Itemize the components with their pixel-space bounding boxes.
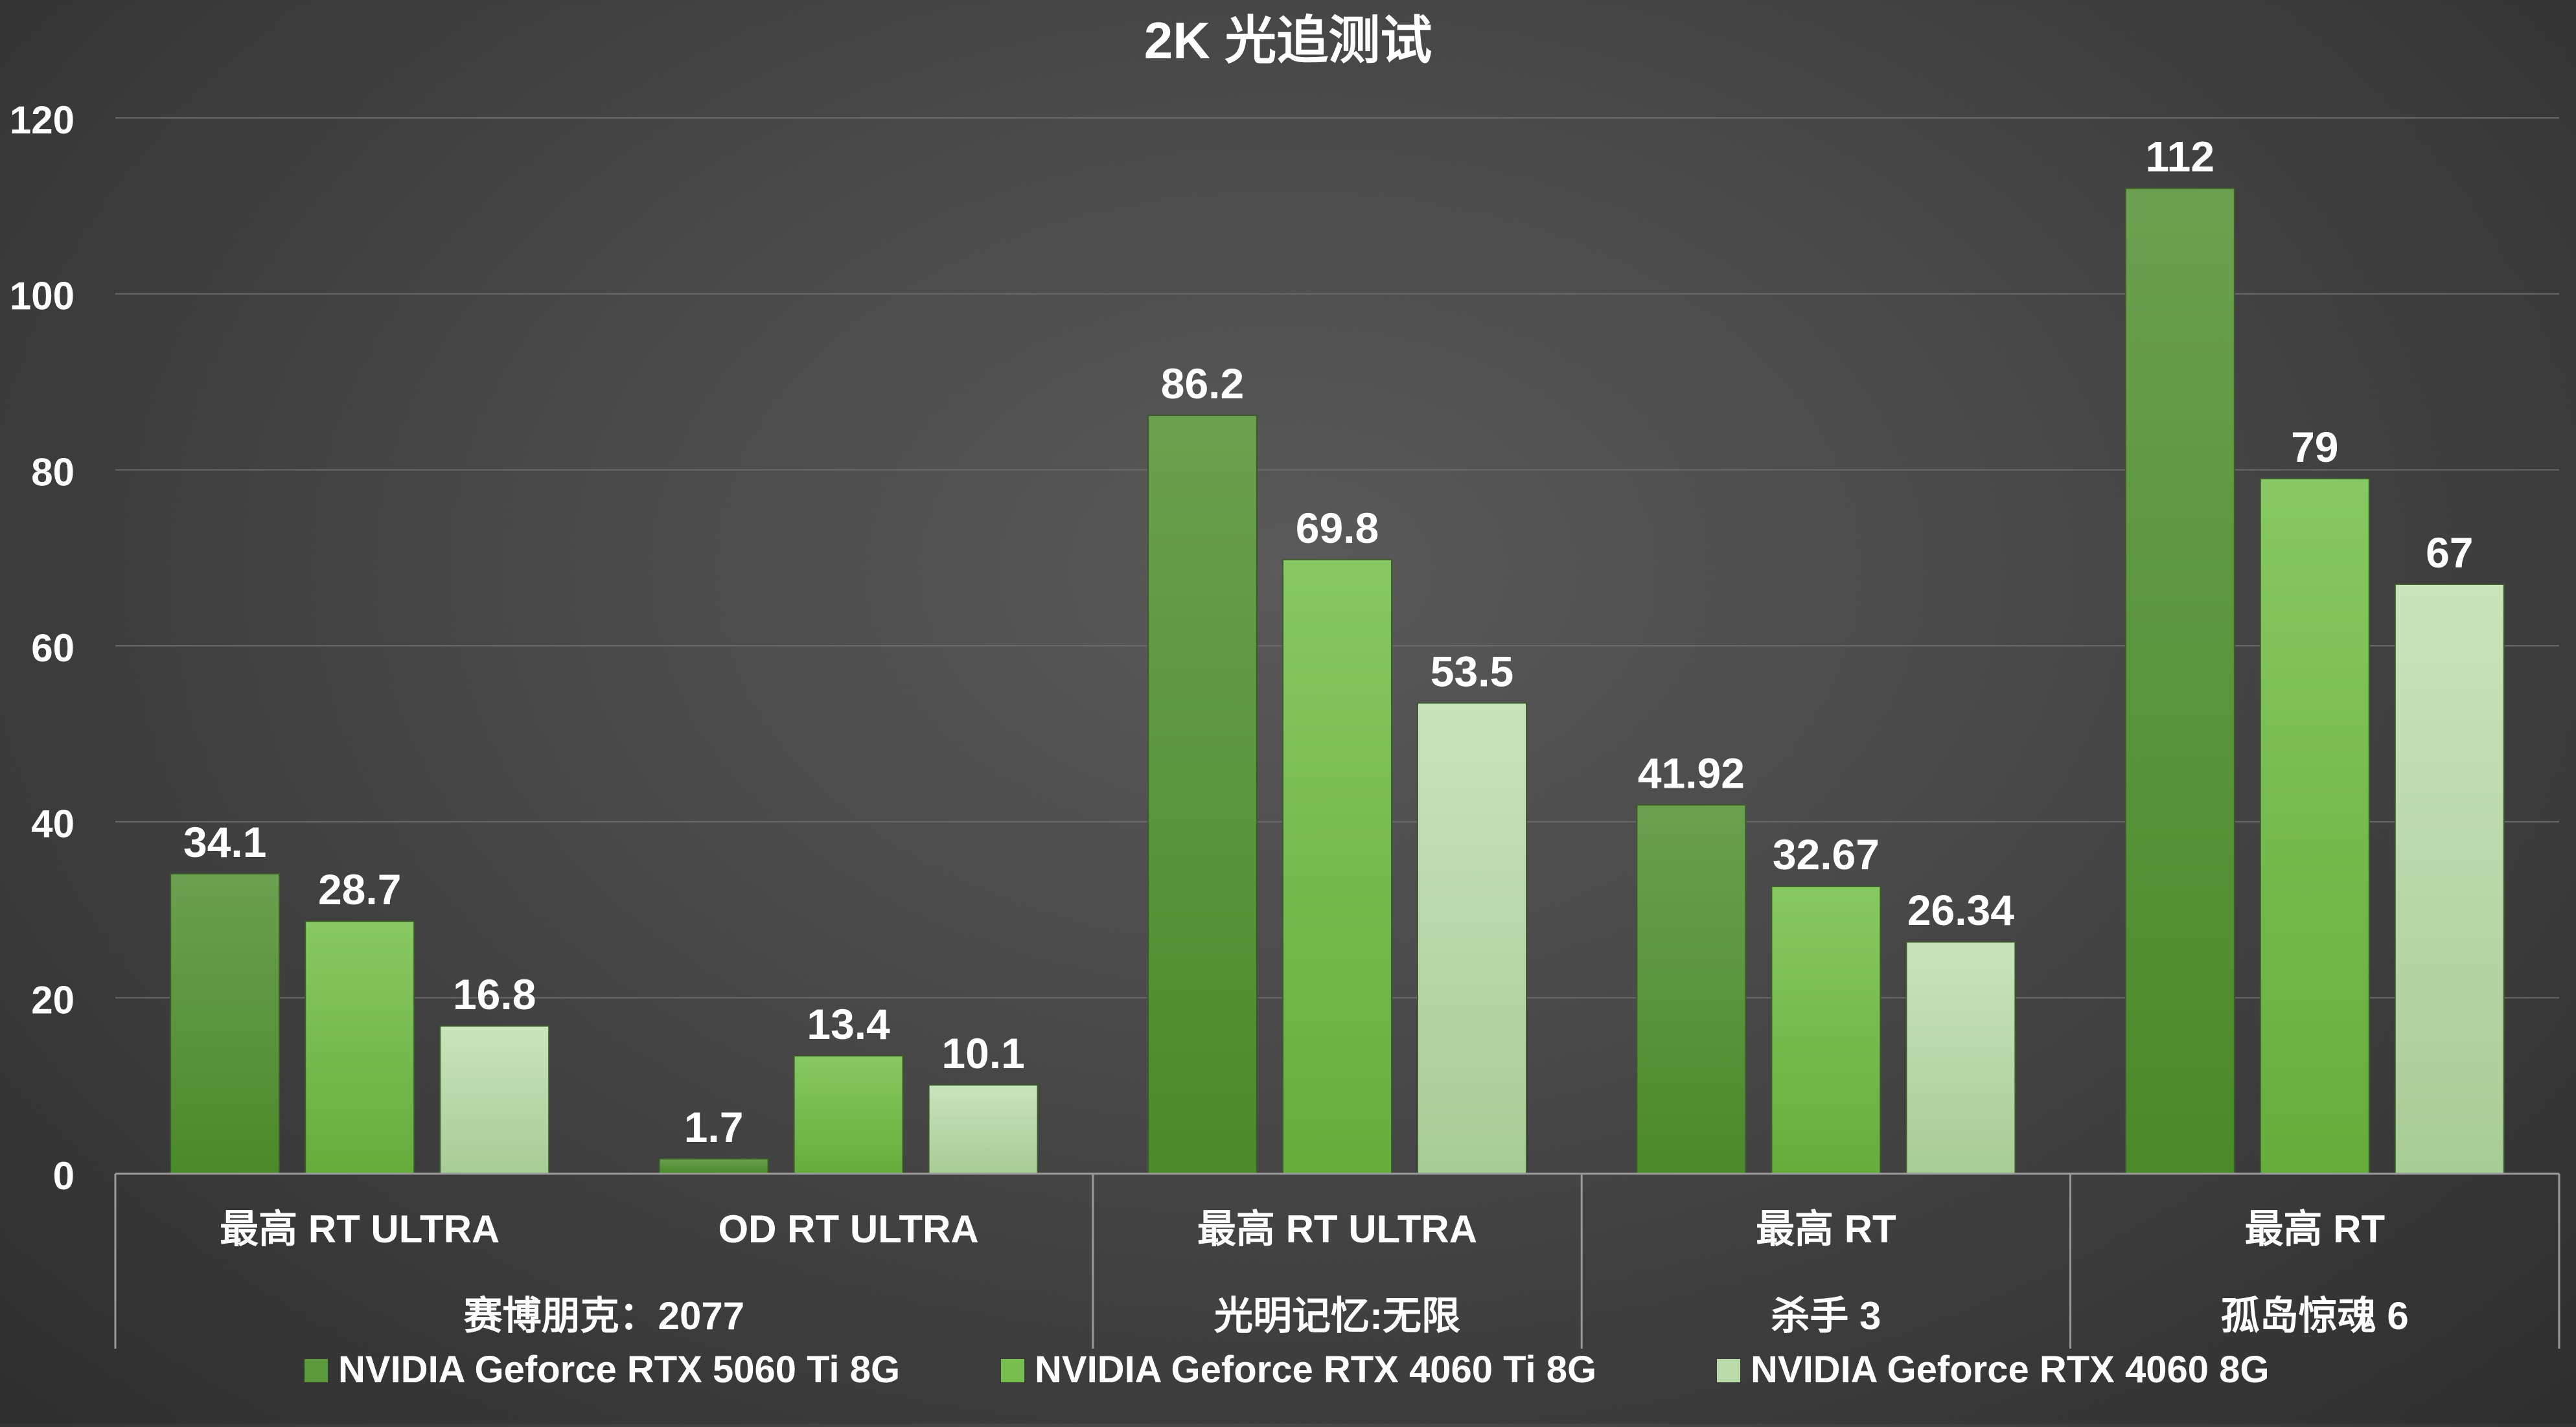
bar (1282, 558, 1392, 1174)
data-label: 13.4 (807, 1000, 890, 1048)
data-label: 41.92 (1638, 749, 1745, 797)
y-tick-label: 100 (10, 275, 75, 318)
x-tick-label: 最高 RT ULTRA (220, 1207, 500, 1251)
data-label: 34.1 (183, 818, 266, 866)
bar (1636, 804, 1747, 1174)
bars (170, 187, 2505, 1175)
bar (658, 1158, 769, 1174)
data-label: 86.2 (1161, 360, 1244, 407)
data-label: 53.5 (1431, 647, 1513, 695)
data-label: 10.1 (941, 1029, 1024, 1077)
x-group-label: 光明记忆:无限 (1214, 1294, 1460, 1338)
legend-swatch (1717, 1359, 1740, 1382)
data-label: 32.67 (1773, 830, 1880, 878)
data-label: 69.8 (1296, 504, 1379, 552)
bar (305, 920, 415, 1174)
bar (793, 1055, 904, 1174)
y-tick-label: 20 (31, 978, 75, 1022)
data-labels: 34.1 28.7 16.8 1.7 13.4 10.1 86.2 69.8 53.5 41.92… (183, 133, 2474, 1151)
y-tick-label: 0 (53, 1154, 75, 1198)
y-tick-label: 120 (10, 98, 75, 142)
bar (2394, 583, 2505, 1174)
bar (1417, 702, 1527, 1174)
chart-title: 2K 光追测试 (1144, 12, 1432, 69)
bar (1905, 941, 2016, 1174)
y-axis: 0 20 40 60 80 100 120 (10, 98, 75, 1198)
bar (170, 873, 281, 1175)
bar (2124, 187, 2235, 1175)
data-label: 79 (2291, 423, 2338, 471)
y-tick-label: 40 (31, 803, 75, 846)
bar (439, 1025, 550, 1175)
y-tick-label: 60 (31, 626, 75, 670)
data-label: 112 (2146, 133, 2214, 181)
legend-label: NVIDIA Geforce RTX 4060 Ti 8G (1035, 1349, 1596, 1391)
legend-swatch (305, 1359, 328, 1382)
y-tick-label: 80 (31, 450, 75, 494)
legend-label: NVIDIA Geforce RTX 5060 Ti 8G (338, 1349, 900, 1391)
x-axis: 最高 RT ULTRA OD RT ULTRA 最高 RT ULTRA 最高 RT 最高… (114, 1172, 2560, 1349)
data-label: 26.34 (1907, 886, 2014, 934)
legend: NVIDIA Geforce RTX 5060 Ti 8G NVIDIA Gefo… (305, 1349, 2269, 1391)
data-label: 16.8 (453, 970, 536, 1018)
bar (928, 1084, 1039, 1175)
legend-label: NVIDIA Geforce RTX 4060 8G (1751, 1349, 2269, 1391)
bar (1771, 885, 1881, 1175)
x-group-label: 杀手 3 (1771, 1294, 1881, 1338)
x-tick-label: 最高 RT (1756, 1207, 1896, 1251)
x-tick-label: 最高 RT ULTRA (1197, 1207, 1477, 1251)
bar (2259, 477, 2370, 1175)
x-tick-label: 最高 RT (2244, 1207, 2385, 1251)
x-tick-label: OD RT ULTRA (719, 1207, 979, 1251)
bar (1147, 415, 1258, 1174)
x-group-label: 赛博朋克：2077 (464, 1294, 744, 1338)
legend-swatch (1001, 1359, 1024, 1382)
data-label: 28.7 (318, 865, 401, 913)
data-label: 1.7 (684, 1103, 744, 1151)
data-label: 67 (2426, 529, 2473, 577)
x-group-label: 孤岛惊魂 6 (2221, 1294, 2409, 1338)
